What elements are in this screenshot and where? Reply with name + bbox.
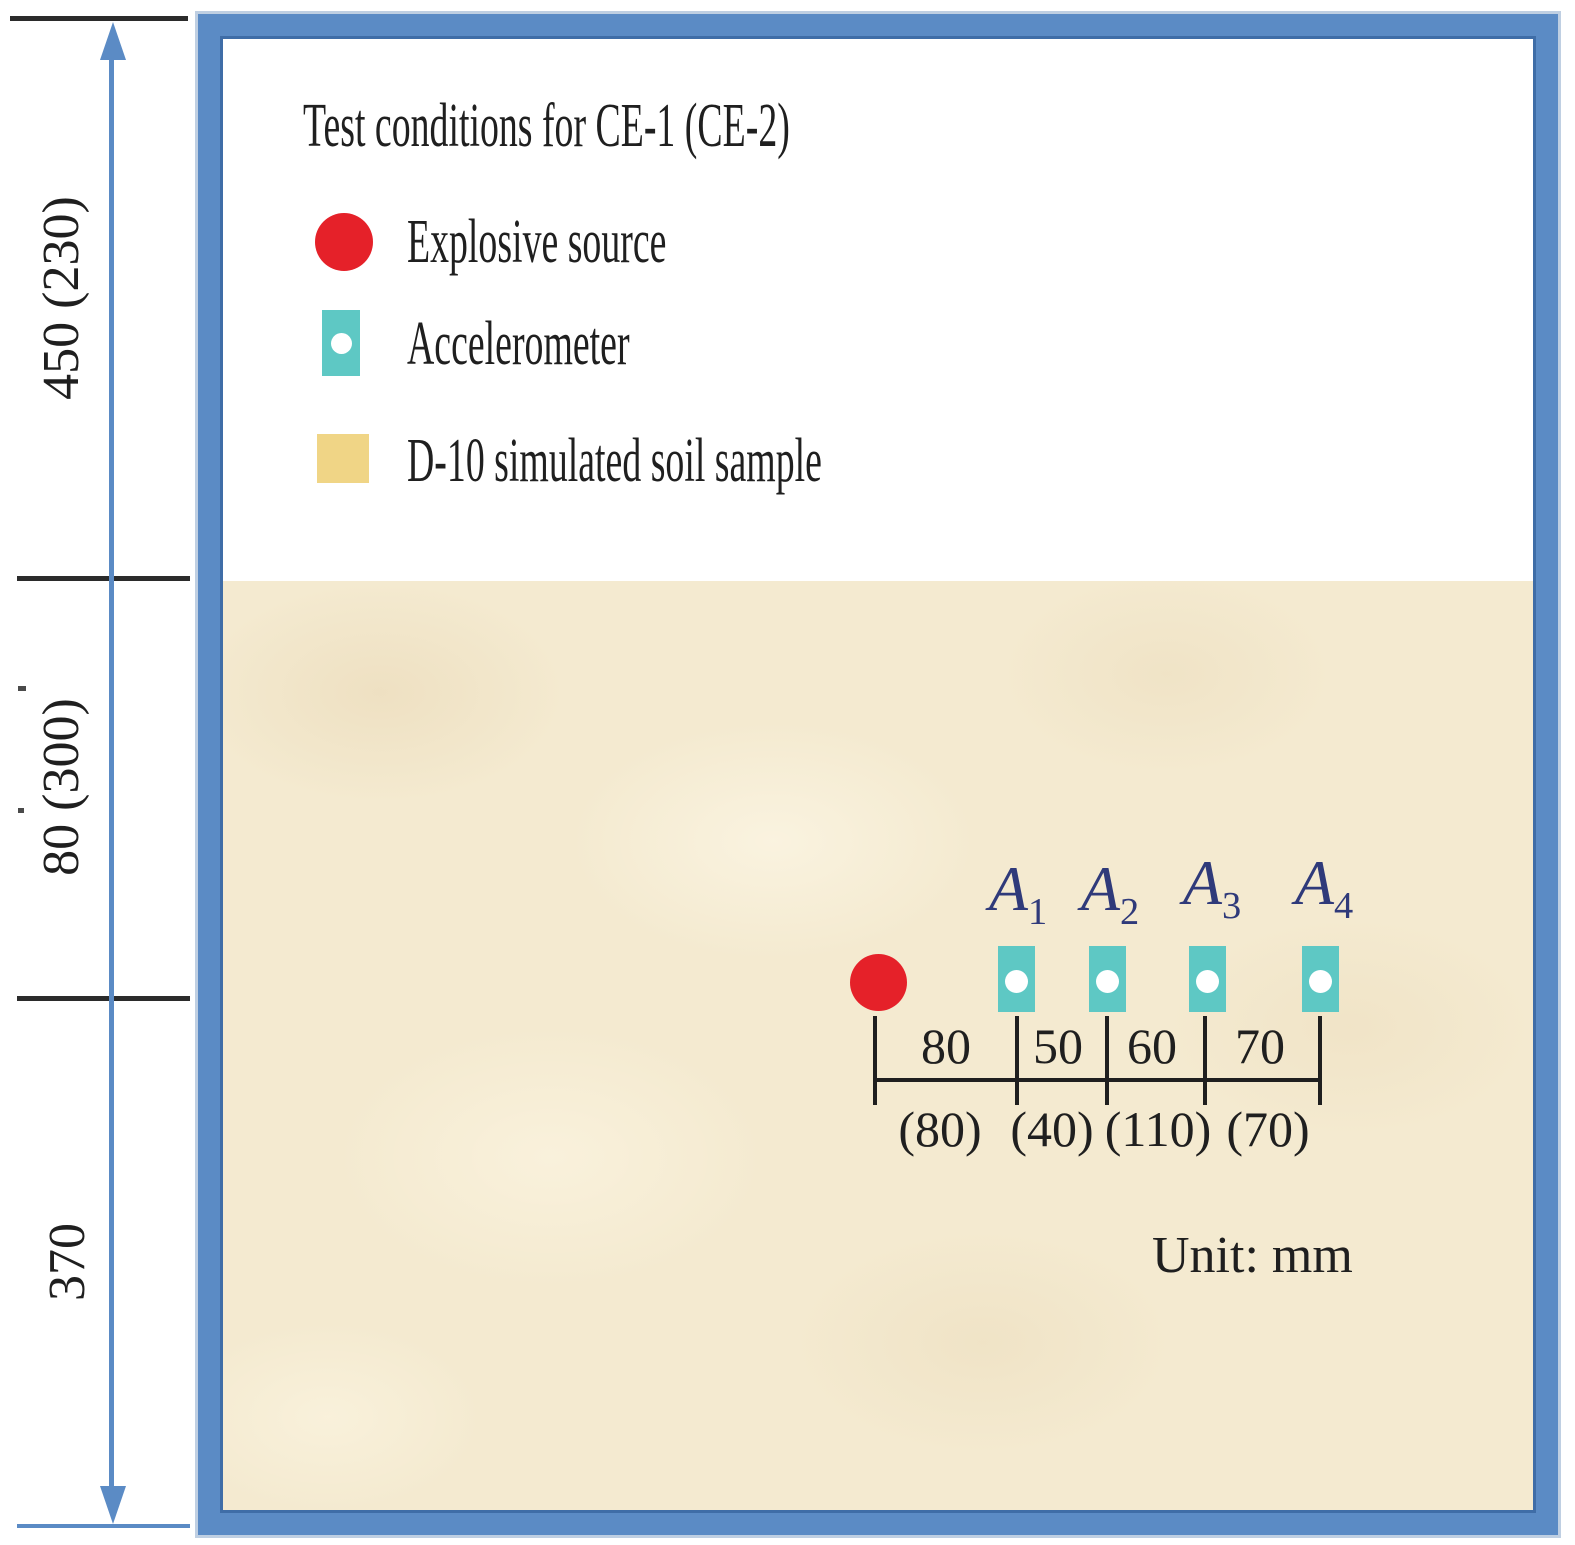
stray-mark bbox=[18, 808, 24, 813]
accelerometer-a4 bbox=[1302, 946, 1339, 1012]
chamber-interior bbox=[220, 36, 1536, 1513]
stray-mark bbox=[18, 686, 26, 691]
dim-alt-70: (70) bbox=[1226, 1101, 1310, 1157]
legend-explosive-source-icon bbox=[315, 213, 373, 271]
dim-80: 80 bbox=[921, 1018, 971, 1074]
explosive-source-marker bbox=[850, 954, 907, 1011]
dim-50: 50 bbox=[1033, 1018, 1083, 1074]
accelerometer-dot bbox=[1005, 970, 1028, 993]
legend-label-soil: D-10 simulated soil sample bbox=[407, 427, 822, 495]
sensor-label-a4: A4 bbox=[1294, 847, 1354, 927]
accelerometer-a2 bbox=[1089, 946, 1126, 1012]
vertical-dimension-arrow-shaft bbox=[109, 55, 114, 1490]
accelerometer-dot bbox=[1196, 970, 1219, 993]
dim-alt-80: (80) bbox=[898, 1101, 982, 1157]
figure-title: Test conditions for CE-1 (CE-2) bbox=[303, 92, 790, 160]
vertical-dim-450-230: 450 (230) bbox=[33, 196, 90, 400]
sensor-label-a3: A3 bbox=[1182, 847, 1242, 927]
sensor-label-a2: A2 bbox=[1080, 853, 1140, 933]
legend-label-explosive: Explosive source bbox=[407, 208, 667, 276]
dim-60: 60 bbox=[1127, 1018, 1177, 1074]
dim-alt-40: (40) bbox=[1010, 1101, 1094, 1157]
accelerometer-a3 bbox=[1189, 946, 1226, 1012]
accelerometer-dot bbox=[331, 333, 352, 354]
soil-region bbox=[223, 581, 1533, 1510]
test-chamber-frame bbox=[198, 14, 1558, 1535]
legend-label-accelerometer: Accelerometer bbox=[407, 310, 630, 378]
arrow-down-icon bbox=[100, 1486, 126, 1524]
unit-note: Unit: mm bbox=[1152, 1227, 1353, 1284]
dim-tick bbox=[1203, 1016, 1207, 1105]
arrow-up-icon bbox=[100, 22, 126, 60]
horizontal-dimension-line bbox=[873, 1078, 1322, 1082]
extent-line-bottom bbox=[17, 1524, 190, 1528]
dim-70: 70 bbox=[1235, 1018, 1285, 1074]
dim-tick bbox=[1015, 1016, 1019, 1105]
extent-line-charge-depth bbox=[17, 996, 190, 1001]
accelerometer-dot bbox=[1096, 970, 1119, 993]
sensor-label-a1: A1 bbox=[988, 853, 1048, 933]
legend-soil-icon bbox=[317, 434, 369, 483]
extent-line-top bbox=[10, 16, 188, 21]
dim-tick bbox=[1318, 1016, 1322, 1105]
accelerometer-a1 bbox=[998, 946, 1035, 1012]
legend-accelerometer-icon bbox=[322, 310, 360, 376]
vertical-dim-370: 370 bbox=[39, 1223, 96, 1301]
accelerometer-dot bbox=[1309, 970, 1332, 993]
vertical-dim-80-300: 80 (300) bbox=[33, 698, 90, 876]
extent-line-soil-surface bbox=[17, 576, 190, 581]
dim-tick bbox=[1105, 1016, 1109, 1105]
dim-alt-110: (110) bbox=[1104, 1101, 1212, 1157]
dim-tick bbox=[873, 1016, 877, 1105]
